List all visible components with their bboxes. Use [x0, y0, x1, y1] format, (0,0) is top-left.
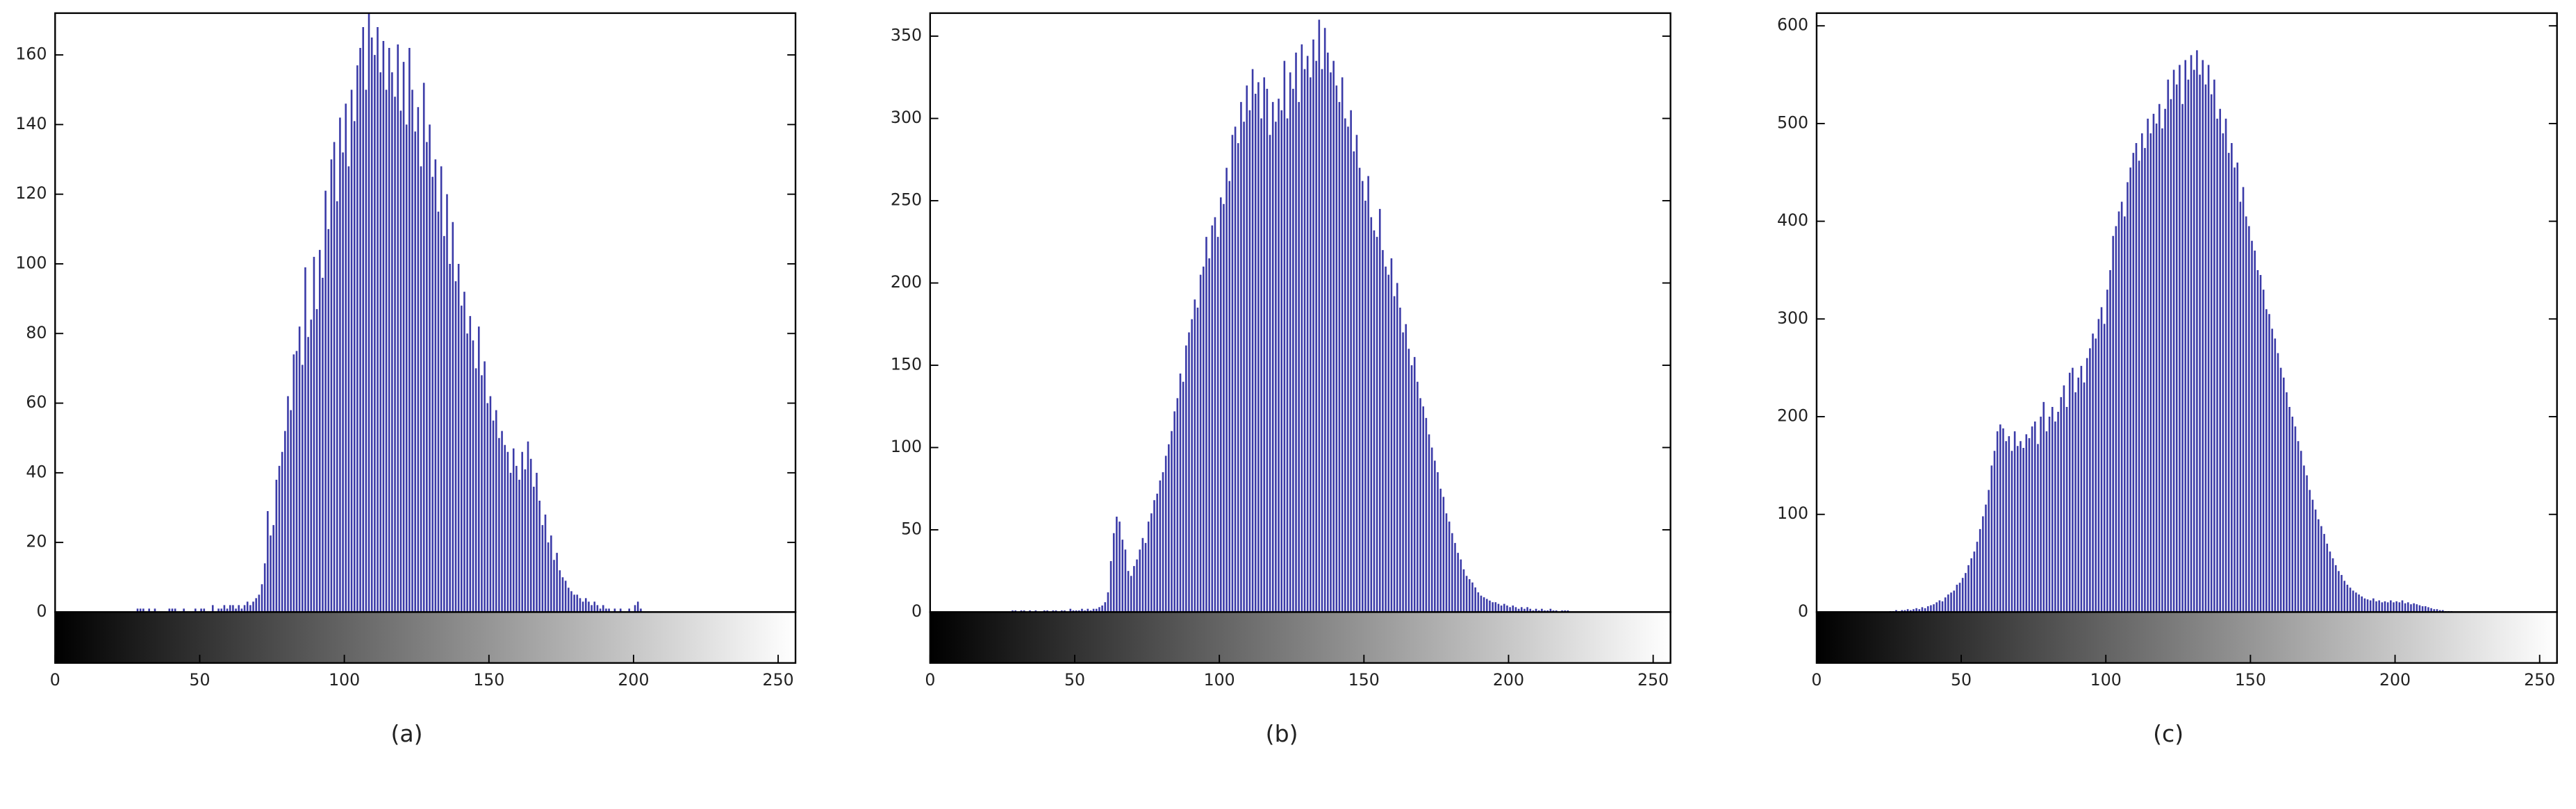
y-tick-label: 0 [911, 601, 922, 621]
y-tick-label: 80 [26, 323, 47, 342]
x-tick-label: 50 [1064, 670, 1085, 690]
x-tick-label: 0 [1811, 670, 1822, 690]
y-tick-label: 600 [1777, 15, 1808, 35]
x-tick-label: 150 [2235, 670, 2266, 690]
x-tick-label: 200 [1493, 670, 1524, 690]
x-tick-label: 100 [329, 670, 360, 690]
y-tick-label: 0 [36, 601, 47, 621]
x-tick-label: 0 [925, 670, 935, 690]
x-tick-label: 50 [189, 670, 210, 690]
x-tick-label: 100 [2090, 670, 2122, 690]
gray-colorbar [54, 611, 797, 664]
gray-colorbar [929, 611, 1671, 664]
caption: (a) [391, 720, 423, 747]
x-tick-label: 0 [50, 670, 60, 690]
y-tick-label: 100 [15, 253, 47, 272]
y-tick-label: 40 [26, 462, 47, 481]
y-tick-label: 150 [891, 354, 922, 374]
y-tick-label: 100 [891, 437, 922, 456]
x-tick-label: 250 [2524, 670, 2555, 690]
y-tick-label: 200 [891, 272, 922, 292]
gray-colorbar [1815, 611, 2558, 664]
x-tick-label: 100 [1204, 670, 1235, 690]
y-tick-label: 200 [1777, 406, 1808, 426]
caption: (c) [2153, 720, 2183, 747]
plot-area [930, 12, 1671, 612]
y-tick-label: 250 [891, 190, 922, 210]
plot-area [55, 12, 796, 612]
y-tick-label: 300 [1777, 308, 1808, 328]
y-tick-label: 300 [891, 108, 922, 127]
x-tick-label: 150 [473, 670, 504, 690]
y-tick-label: 400 [1777, 210, 1808, 230]
histogram-panel: 0 50 100 150 200 250 300 350 0 50 100 150 200 250 (b) [891, 12, 1671, 747]
x-tick-label: 250 [1637, 670, 1669, 690]
x-tick-label: 50 [1951, 670, 1972, 690]
y-tick-label: 0 [1798, 601, 1808, 621]
y-tick-label: 350 [891, 26, 922, 45]
x-tick-label: 250 [763, 670, 794, 690]
y-tick-label: 60 [26, 392, 47, 412]
y-tick-label: 100 [1777, 503, 1808, 523]
histogram-panel: 0 100 200 300 400 500 600 0 50 100 150 200 250 (c) [1777, 12, 2558, 747]
plot-area [1816, 12, 2557, 612]
y-tick-label: 120 [15, 183, 47, 203]
x-tick-label: 150 [1348, 670, 1380, 690]
y-tick-label: 500 [1777, 112, 1808, 132]
caption: (b) [1266, 720, 1298, 747]
y-tick-label: 50 [901, 519, 922, 538]
y-tick-label: 160 [15, 44, 47, 64]
y-tick-label: 20 [26, 532, 47, 551]
histogram-panel: 0 20 40 60 80 100 120 140 160 0 50 100 150 200 250 (a) [15, 12, 797, 747]
x-tick-label: 200 [618, 670, 649, 690]
x-tick-label: 200 [2379, 670, 2411, 690]
y-tick-label: 140 [15, 114, 47, 133]
